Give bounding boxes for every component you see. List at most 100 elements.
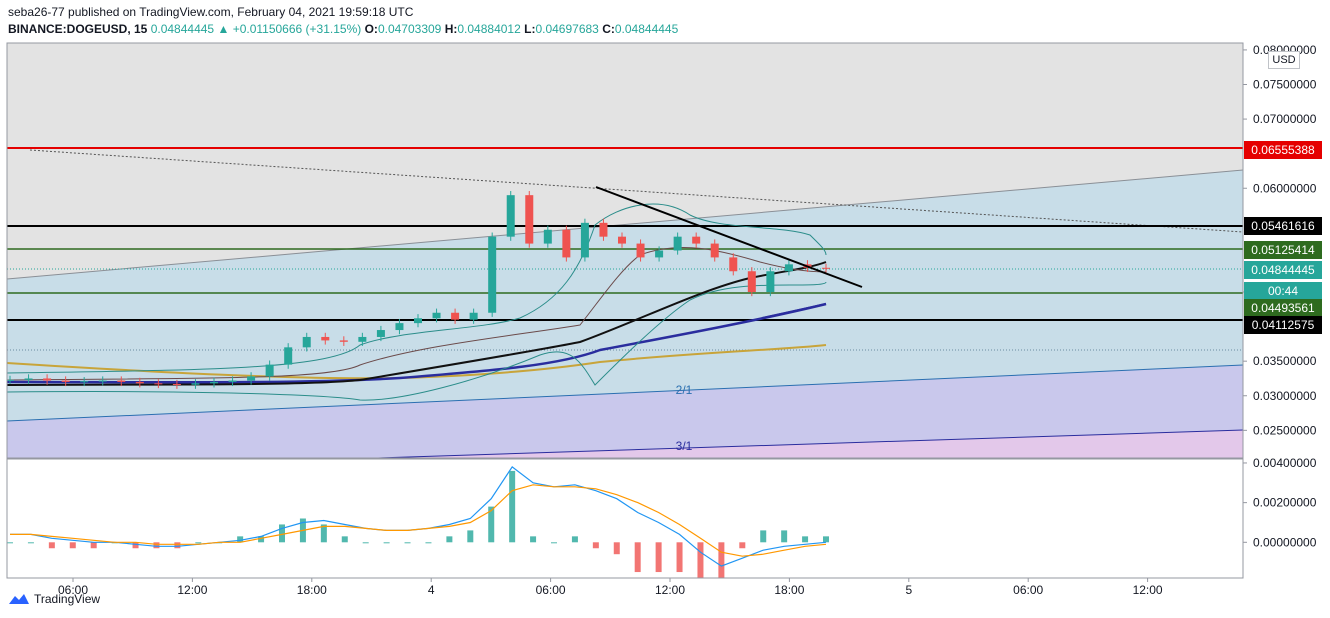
candle	[562, 225, 571, 262]
fan-line-3-1	[362, 429, 1243, 458]
candle-body	[543, 229, 552, 244]
symbol-ohlc-line: BINANCE:DOGEUSD, 15 0.04844445 ▲ +0.0115…	[8, 22, 678, 36]
price-label-green-upper: 0.05125414	[1244, 241, 1322, 259]
macd-histogram-bar	[446, 536, 453, 543]
candle	[451, 308, 460, 324]
candle-body	[784, 264, 793, 272]
tradingview-logo-icon	[9, 594, 29, 604]
candle	[265, 360, 274, 381]
y-tick-label: 0.07000000	[1253, 112, 1317, 126]
macd-histogram-bar	[613, 542, 620, 555]
candle	[154, 379, 163, 389]
candle-body	[43, 378, 52, 381]
candle-body	[562, 229, 571, 258]
close-label: C:	[602, 22, 615, 36]
candle	[395, 318, 404, 335]
candle-body	[655, 250, 664, 258]
candle	[135, 377, 144, 388]
open-label: O:	[364, 22, 378, 36]
high-label: H:	[444, 22, 458, 36]
bb-basis	[7, 246, 827, 381]
macd-histogram-bar	[404, 542, 411, 544]
last-price: 0.04844445	[150, 22, 215, 36]
macd-histogram-bar	[551, 542, 557, 544]
candle-body	[172, 383, 181, 385]
main-pane[interactable]: 2/1 3/1	[6, 43, 1243, 470]
candle	[747, 267, 756, 297]
price-label-resistance: 0.05461616	[1244, 217, 1322, 235]
macd-background	[7, 459, 1243, 578]
macd-histogram-bar	[425, 542, 432, 544]
candle	[543, 225, 552, 248]
candle-body	[599, 222, 608, 237]
fan-line-2-1	[7, 364, 1243, 422]
candle	[710, 239, 719, 262]
candle	[247, 372, 256, 385]
candle	[339, 336, 348, 346]
candle-body	[98, 380, 107, 382]
macd-histogram-bar	[341, 536, 348, 543]
candle	[284, 343, 293, 369]
candle-body	[395, 323, 404, 331]
candle	[525, 191, 534, 248]
candle	[822, 263, 830, 273]
macd-histogram-bar	[320, 524, 327, 543]
candle-body	[766, 271, 775, 292]
candle-body	[488, 236, 497, 313]
change-value: +0.01150666 (+31.15%)	[232, 22, 362, 36]
candle-body	[376, 330, 385, 337]
macd-histogram-bar	[760, 530, 767, 543]
x-tick-label: 5	[905, 583, 912, 597]
candle-body	[580, 222, 589, 258]
currency-label[interactable]: USD	[1268, 51, 1300, 69]
candle	[655, 246, 664, 262]
x-tick-label: 18:00	[297, 583, 327, 597]
candle	[61, 376, 70, 387]
macd-histogram-bar	[739, 542, 746, 549]
macd-histogram-bar	[530, 536, 537, 543]
macd-histogram-bar	[153, 542, 160, 549]
candle	[43, 374, 52, 385]
y-tick-label: 0.02500000	[1253, 423, 1317, 437]
macd-histogram-bar	[279, 524, 285, 543]
macd-histogram-bar	[27, 542, 34, 544]
y-tick-label: 0.06000000	[1253, 181, 1317, 195]
candle	[506, 191, 515, 241]
macd-y-tick-label: 0.00000000	[1253, 535, 1317, 549]
candle	[580, 218, 589, 262]
candle	[172, 379, 181, 389]
symbol-name: BINANCE:DOGEUSD, 15	[8, 22, 148, 36]
candle	[117, 376, 126, 387]
price-label-support: 0.04112575	[1244, 316, 1322, 334]
macd-histogram-bar	[383, 542, 390, 544]
macd-histogram-bar	[69, 542, 76, 549]
y-tick-label: 0.07500000	[1253, 78, 1317, 92]
macd-pane[interactable]	[7, 459, 1243, 584]
price-label-last: 0.04844445	[1244, 261, 1322, 279]
candle-body	[822, 267, 830, 269]
close-value: 0.04844445	[614, 22, 679, 36]
candle	[784, 260, 793, 276]
candle	[80, 377, 89, 387]
x-tick-label: 12:00	[655, 583, 685, 597]
x-tick-label: 12:00	[177, 583, 207, 597]
macd-histogram-bar	[571, 536, 578, 543]
candle-body	[673, 236, 682, 251]
macd-histogram-bar	[7, 542, 13, 544]
footer-brand[interactable]: TradingView	[8, 592, 100, 606]
candle	[98, 376, 107, 386]
candle	[210, 377, 218, 388]
price-label-red: 0.06555388	[1244, 141, 1322, 159]
bb-upper	[7, 203, 827, 374]
macd-histogram-bar	[509, 470, 516, 543]
low-value: 0.04697683	[535, 22, 599, 36]
macd-histogram-bar	[195, 542, 202, 544]
x-tick-label: 12:00	[1133, 583, 1163, 597]
support-trendline	[761, 303, 827, 319]
y-tick-label: 0.03500000	[1253, 354, 1317, 368]
macd-histogram-bar	[802, 536, 809, 543]
candle-body	[80, 381, 89, 383]
candle-body	[692, 236, 701, 244]
candle	[302, 332, 311, 352]
